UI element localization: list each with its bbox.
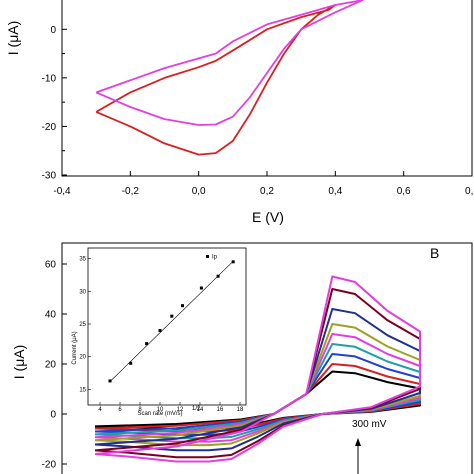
inset-data-point [145,342,149,346]
a-cv-curve [95,4,337,156]
panel-b-label: B [430,245,439,261]
a-cv-curve [95,0,364,126]
a-x-tick-label: 0,0 [192,186,206,197]
inset-x-tick-label: 14 [197,407,204,413]
panel-a: -30 -20 -10 0 -0,4 -0,2 0,0 0,2 0,4 0,6 0,8 I (μA… [5,0,474,225]
a-y-tick-label: -20 [42,122,57,133]
inset-plot: 15 20 25 30 35 4 6 8 10 12 14 16 18 Current (μA) Sca… [72,247,247,417]
panel-a-x-axis: -0,4 -0,2 0,0 0,2 0,4 0,6 0,8 [53,171,474,197]
inset-y-tick-label: 25 [79,322,86,328]
inset-legend-marker [206,255,209,258]
inset-data-point [216,274,220,278]
b-y-tick-label: 40 [45,310,57,321]
inset-x-tick-label: 6 [118,407,122,413]
inset-legend-label: Ip [212,255,218,261]
inset-content: 15 20 25 30 35 4 6 8 10 12 14 16 18 [79,257,244,413]
inset-x-tick-label: 18 [237,407,244,413]
a-x-tick-label: 0,8 [465,186,474,197]
panel-a-curves [95,0,364,156]
panel-b-y-axis: 60 40 20 0 -20 [42,260,67,471]
a-x-tick-label: 0,2 [260,186,274,197]
b-y-tick-label: -20 [42,460,57,471]
scan-rate-arrowhead [355,438,361,446]
inset-data-point [170,314,174,318]
a-x-tick-label: -0,2 [122,186,140,197]
panel-a-y-label: I (μA) [5,21,21,56]
panel-a-frame [61,0,473,177]
b-y-tick-label: 0 [50,410,56,421]
panel-b-frame [61,242,473,474]
inset-data-point [231,260,235,264]
inset-data-point [129,361,133,365]
inset-y-label: Current (μA) [72,331,78,364]
inset-x-tick-label: 8 [138,407,142,413]
panel-a-x-label: E (V) [252,209,284,225]
inset-x-tick-label: 4 [98,407,102,413]
a-y-tick-label: 0 [50,25,56,36]
inset-x-tick-label: 16 [217,407,224,413]
inset-y-tick-label: 30 [79,289,86,295]
panel-b-y-label: I (μA) [11,345,27,380]
b-y-tick-label: 20 [45,360,57,371]
inset-data-point [158,329,162,333]
a-x-tick-label: -0,4 [53,186,71,197]
panel-b-curves [94,275,421,463]
b-y-tick-label: 60 [45,260,57,271]
panel-a-y-axis: -30 -20 -10 0 [42,25,67,182]
a-y-tick-label: -30 [42,171,57,182]
a-x-tick-label: 0,6 [397,186,411,197]
a-x-tick-label: 0,4 [328,186,342,197]
inset-y-tick-label: 15 [79,387,86,393]
inset-data-point [181,304,184,308]
panel-b: B 60 40 20 0 -20 I (μA) 300 mV 15 20 25 30 35 4 6 8… [11,242,473,474]
scan-rate-annotation: 300 mV [352,419,387,430]
inset-data-point [199,286,203,290]
inset-y-tick-label: 35 [79,257,86,263]
inset-x-label: Scan rate (mV/s) [137,411,182,417]
a-y-tick-label: -10 [42,73,57,84]
inset-x-tick-label: 12 [177,407,184,413]
inset-x-tick-label: 10 [157,407,164,413]
inset-fit-line [109,260,234,382]
inset-y-tick-label: 20 [79,355,86,361]
inset-x-label-exponent: 1/2 [192,406,201,412]
b-cv-curve [94,275,421,463]
inset-data-point [108,379,112,383]
